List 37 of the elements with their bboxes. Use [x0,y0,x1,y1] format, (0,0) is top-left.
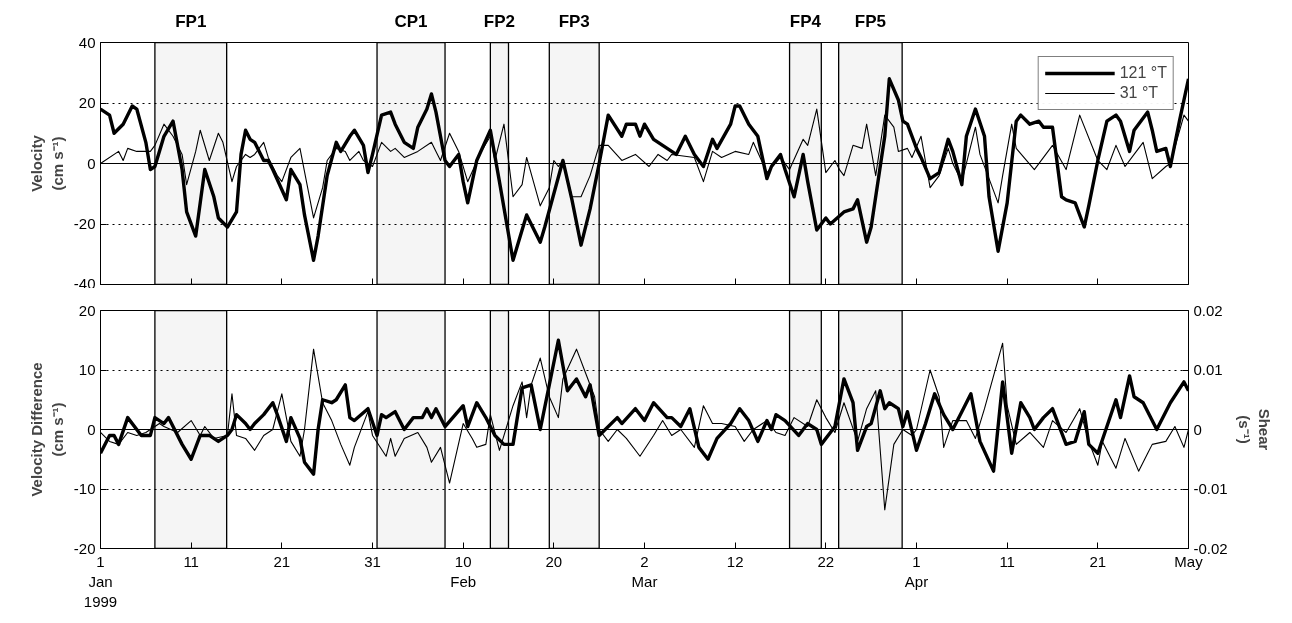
y2-tick-label: 0 [1193,420,1202,438]
y2-axis-title: Shear (s⁻¹) [1235,408,1274,451]
x-tick-label: 21 [1089,552,1107,570]
x-tick-label: 22 [817,552,835,570]
y2-tick-label: 0.01 [1193,361,1223,378]
y-tick-label: -10 [73,480,96,497]
band-label: CP1 [394,12,428,32]
y-tick-label: 20 [78,94,96,111]
y2-tick-label: 0.02 [1193,301,1223,319]
y-axis-title: Velocity Difference (cm s⁻¹) [28,362,66,497]
y-tick-label: -40 [73,274,96,292]
band-label: FP1 [175,12,207,32]
x-tick-label: 31 [364,552,381,570]
y-axis-title: Velocity (cm s⁻¹) [28,134,66,192]
legend-label: 31 °T [1119,84,1159,102]
x-tick-label: 10 Feb [450,552,477,590]
y-tick-label: 20 [78,301,96,319]
band-label: FP5 [854,12,887,32]
y-tick-label: -20 [73,539,96,557]
x-tick-label: 1 Apr [904,552,929,590]
y-tick-label: 10 [78,361,96,378]
y-tick-label: 0 [87,154,96,172]
y-tick-label: 0 [87,420,96,438]
y-tick-label: -20 [73,215,96,232]
x-tick-label: 2 Mar [631,552,658,590]
band-label: FP4 [789,12,822,32]
x-tick-label: 12 [726,552,744,570]
y2-tick-label: -0.01 [1193,480,1228,497]
y2-tick-label: -0.02 [1193,539,1228,557]
y-tick-label: 40 [78,33,96,51]
band-label: FP2 [483,12,516,32]
x-tick-label: 11 [999,552,1015,570]
x-tick-label: 20 [545,552,563,570]
x-tick-label: 21 [273,552,291,570]
legend-label: 121 °T [1119,64,1167,82]
x-tick-label: 11 [183,552,199,570]
band-label: FP3 [558,12,590,32]
